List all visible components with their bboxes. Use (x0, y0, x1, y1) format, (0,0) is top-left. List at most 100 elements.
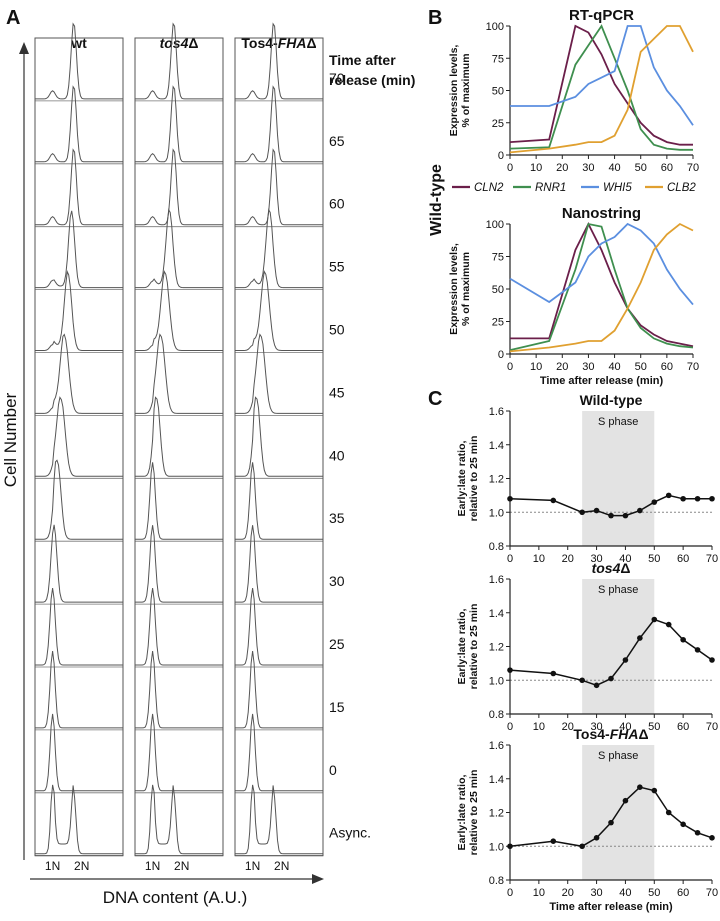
y-axis-label: Early:late ratio, (456, 608, 468, 684)
y-tick-label: 50 (492, 86, 504, 98)
histogram-trace (35, 148, 123, 226)
histogram-trace (135, 650, 223, 729)
time-header-line1: Time after (329, 52, 396, 68)
histogram-trace (35, 22, 123, 100)
tick-label-1n: 1N (145, 859, 160, 873)
timepoint-label: Async. (329, 825, 371, 841)
histogram-trace (35, 333, 123, 414)
data-point (608, 512, 614, 519)
data-point (694, 829, 701, 836)
histogram-trace (135, 784, 223, 855)
panel-b-side-label: Wild-type (428, 164, 445, 236)
data-point (665, 492, 672, 499)
histogram-trace (35, 588, 123, 666)
column-header: Tos4-FHAΔ (241, 35, 316, 51)
s-phase-label: S phase (598, 750, 638, 762)
x-tick-label: 60 (677, 721, 689, 733)
y-tick-label: 1.0 (489, 675, 504, 687)
data-point (680, 636, 686, 643)
timepoint-label: 70 (329, 70, 345, 86)
tick-label-2n: 2N (274, 859, 289, 873)
x-tick-label: 20 (556, 361, 568, 373)
histogram-column-frame (34, 37, 124, 857)
timepoint-label: 25 (329, 636, 345, 652)
timepoint-label: 40 (329, 447, 345, 463)
timepoint-label: 45 (329, 384, 345, 400)
series-line (509, 222, 694, 306)
histogram-trace (235, 85, 323, 163)
y-tick-label: 0 (498, 349, 504, 361)
x-tick-label: 30 (582, 361, 594, 373)
y-tick-label: 1.4 (489, 440, 504, 452)
x-tick-label: 10 (533, 553, 545, 565)
y-tick-label: 50 (492, 284, 504, 296)
histogram-trace (135, 270, 223, 351)
data-point (709, 657, 715, 663)
x-tick-label: 40 (619, 721, 631, 733)
histogram-trace (135, 525, 223, 603)
histogram-trace (235, 333, 323, 414)
y-axis-label: relative to 25 min (468, 770, 480, 856)
histogram-trace (135, 588, 223, 666)
histogram-trace (35, 396, 123, 477)
data-point (507, 495, 513, 502)
x-tick-label: 50 (648, 721, 660, 733)
data-point (550, 838, 557, 844)
y-tick-label: 25 (492, 118, 504, 130)
x-tick-label: 70 (706, 553, 718, 565)
timepoint-label: 35 (329, 510, 345, 526)
y-axis-label: relative to 25 min (468, 436, 480, 522)
y-tick-label: 1.4 (489, 774, 504, 786)
histogram-trace (235, 270, 323, 351)
histogram-trace (235, 22, 323, 100)
y-tick-label: 100 (486, 21, 504, 33)
y-tick-label: 1.2 (489, 474, 504, 486)
y-tick-label: 0.8 (489, 875, 504, 887)
legend-label: RNR1 (535, 182, 566, 194)
histogram-trace (35, 85, 123, 163)
data-point (579, 843, 585, 850)
y-tick-label: 0.8 (489, 541, 504, 553)
x-tick-label: 70 (706, 721, 718, 733)
x-axis-arrow-icon (312, 874, 324, 884)
data-point (593, 507, 600, 514)
timepoint-label: 60 (329, 196, 345, 212)
histogram-trace (35, 713, 123, 792)
histogram-trace (35, 784, 123, 855)
x-tick-label: 60 (661, 162, 673, 174)
data-point (637, 784, 643, 790)
x-tick-label: 20 (556, 162, 568, 174)
x-tick-label: 10 (530, 162, 542, 174)
tick-label-2n: 2N (74, 859, 89, 873)
y-tick-label: 1.0 (489, 841, 504, 853)
data-point (709, 835, 715, 841)
series-line (509, 25, 694, 154)
x-tick-label: 10 (533, 721, 545, 733)
data-point (608, 819, 614, 826)
timepoint-label: 15 (329, 699, 345, 715)
timepoint-label: 30 (329, 573, 345, 589)
histogram-trace (235, 462, 323, 540)
histogram-trace (35, 210, 123, 289)
panel-c-letter: C (428, 388, 442, 410)
s-phase-shade (582, 411, 655, 546)
y-tick-label: 1.2 (489, 642, 504, 654)
histogram-trace (235, 713, 323, 792)
series-line (509, 24, 693, 146)
chart-title: tos4Δ (592, 560, 631, 576)
y-tick-label: 0.8 (489, 709, 504, 721)
x-tick-label: 20 (562, 721, 574, 733)
series-line (510, 221, 694, 348)
tick-label-2n: 2N (174, 859, 189, 873)
x-tick-label: 70 (706, 887, 718, 899)
histogram-trace (235, 650, 323, 729)
histogram-trace (35, 524, 123, 603)
x-tick-label: 70 (687, 361, 699, 373)
histogram-trace (235, 396, 323, 477)
y-axis-label: Expression levels, (448, 45, 460, 137)
legend-label: CLN2 (474, 182, 504, 194)
data-point (579, 677, 585, 684)
x-tick-label: 60 (677, 887, 689, 899)
histogram-trace (135, 22, 223, 100)
